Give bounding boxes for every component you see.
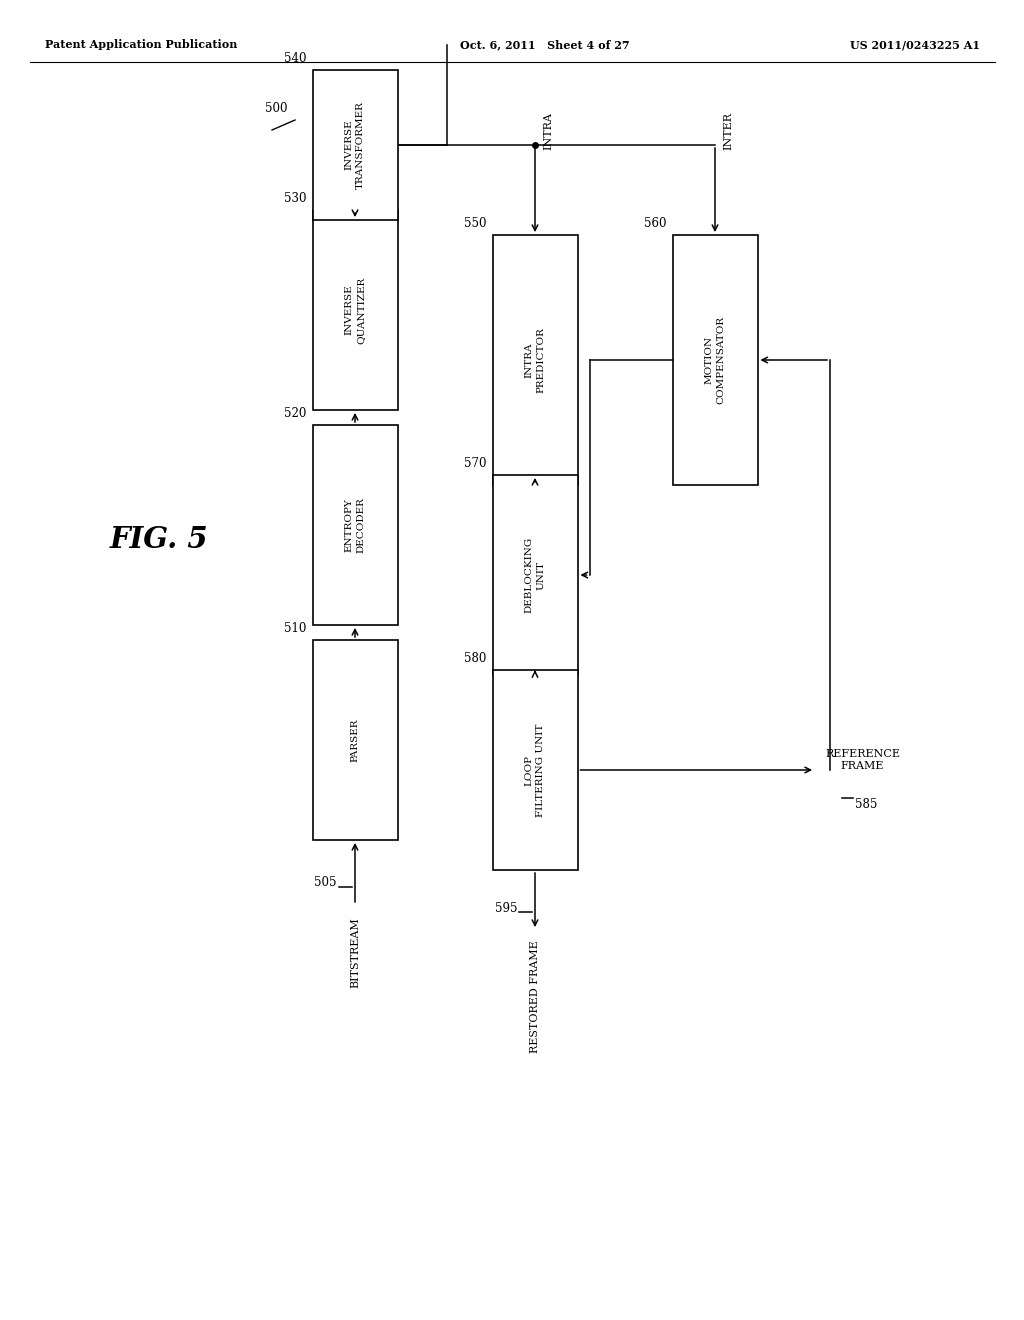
Bar <box>312 640 397 840</box>
Text: PARSER: PARSER <box>350 718 359 762</box>
Text: 505: 505 <box>314 876 337 890</box>
Bar <box>312 210 397 411</box>
Text: MOTION
COMPENSATOR: MOTION COMPENSATOR <box>705 315 725 404</box>
Text: RESTORED FRAME: RESTORED FRAME <box>530 940 540 1053</box>
Bar <box>493 475 578 675</box>
Text: FIG. 5: FIG. 5 <box>110 525 209 554</box>
Text: 585: 585 <box>855 799 878 812</box>
Text: LOOP
FILTERING UNIT: LOOP FILTERING UNIT <box>525 723 545 817</box>
Text: 510: 510 <box>284 622 306 635</box>
Text: REFERENCE
FRAME: REFERENCE FRAME <box>825 748 900 771</box>
Text: ENTROPY
DECODER: ENTROPY DECODER <box>345 498 365 553</box>
Text: 580: 580 <box>464 652 486 665</box>
Text: 550: 550 <box>464 216 486 230</box>
Text: Patent Application Publication: Patent Application Publication <box>45 40 238 50</box>
Text: 530: 530 <box>284 191 306 205</box>
Bar <box>493 671 578 870</box>
Text: Oct. 6, 2011   Sheet 4 of 27: Oct. 6, 2011 Sheet 4 of 27 <box>460 40 630 50</box>
Text: 540: 540 <box>284 51 306 65</box>
Text: INTER: INTER <box>723 112 733 150</box>
Text: 570: 570 <box>464 457 486 470</box>
Text: 520: 520 <box>284 407 306 420</box>
Text: US 2011/0243225 A1: US 2011/0243225 A1 <box>850 40 980 50</box>
Bar <box>493 235 578 484</box>
Bar <box>312 425 397 624</box>
Text: 560: 560 <box>644 216 667 230</box>
Text: INVERSE
TRANSFORMER: INVERSE TRANSFORMER <box>345 102 365 189</box>
Text: BITSTREAM: BITSTREAM <box>350 917 360 987</box>
Text: INTRA: INTRA <box>543 112 553 150</box>
Text: INVERSE
QUANTIZER: INVERSE QUANTIZER <box>345 276 365 343</box>
Text: 500: 500 <box>265 102 288 115</box>
Bar <box>312 70 397 220</box>
Text: INTRA
PREDICTOR: INTRA PREDICTOR <box>525 327 545 393</box>
Bar <box>673 235 758 484</box>
Text: 595: 595 <box>495 902 517 915</box>
Text: DEBLOCKING
UNIT: DEBLOCKING UNIT <box>525 537 545 612</box>
